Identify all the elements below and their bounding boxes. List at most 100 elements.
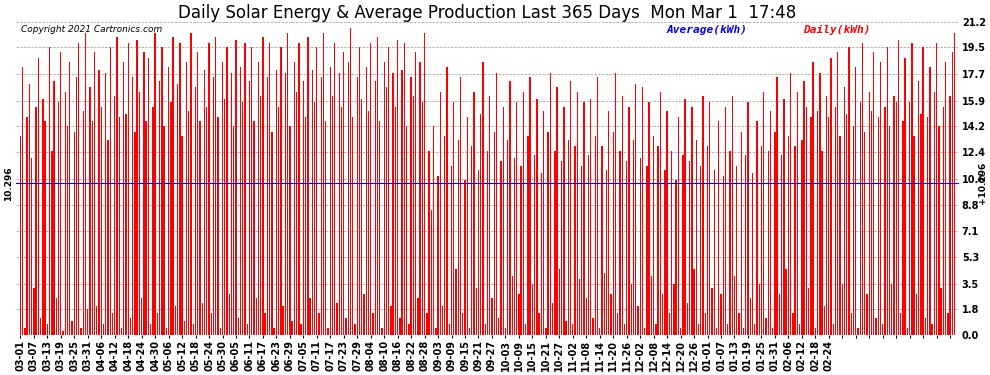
Bar bbox=[278, 106, 279, 335]
Bar bbox=[349, 28, 351, 335]
Bar bbox=[586, 298, 587, 335]
Bar bbox=[767, 151, 769, 335]
Bar bbox=[94, 52, 95, 335]
Bar bbox=[882, 324, 883, 335]
Bar bbox=[103, 324, 104, 335]
Text: Average(kWh): Average(kWh) bbox=[666, 26, 747, 36]
Bar bbox=[797, 92, 798, 335]
Bar bbox=[330, 67, 331, 335]
Bar bbox=[779, 294, 780, 335]
Bar bbox=[123, 62, 125, 335]
Bar bbox=[464, 180, 465, 335]
Bar bbox=[588, 155, 589, 335]
Bar bbox=[408, 324, 410, 335]
Bar bbox=[696, 141, 697, 335]
Bar bbox=[374, 81, 376, 335]
Bar bbox=[334, 43, 336, 335]
Bar bbox=[516, 102, 518, 335]
Bar bbox=[466, 117, 468, 335]
Bar bbox=[469, 328, 470, 335]
Bar bbox=[368, 111, 369, 335]
Bar bbox=[561, 161, 562, 335]
Bar bbox=[53, 81, 54, 335]
Bar bbox=[31, 158, 33, 335]
Bar bbox=[146, 121, 147, 335]
Bar bbox=[397, 40, 398, 335]
Bar bbox=[785, 269, 787, 335]
Bar bbox=[163, 126, 164, 335]
Bar bbox=[487, 151, 488, 335]
Bar bbox=[500, 161, 502, 335]
Bar bbox=[936, 43, 938, 335]
Bar bbox=[622, 96, 623, 335]
Bar bbox=[426, 313, 428, 335]
Bar bbox=[471, 146, 472, 335]
Bar bbox=[678, 117, 679, 335]
Bar bbox=[312, 70, 313, 335]
Bar bbox=[918, 81, 920, 335]
Bar bbox=[116, 37, 118, 335]
Bar bbox=[377, 37, 378, 335]
Bar bbox=[565, 321, 566, 335]
Bar bbox=[457, 141, 459, 335]
Bar bbox=[112, 313, 113, 335]
Bar bbox=[833, 324, 834, 335]
Bar bbox=[222, 62, 223, 335]
Bar bbox=[772, 328, 773, 335]
Bar bbox=[356, 77, 358, 335]
Bar bbox=[742, 328, 744, 335]
Bar bbox=[763, 92, 764, 335]
Bar bbox=[156, 313, 158, 335]
Bar bbox=[556, 87, 557, 335]
Bar bbox=[668, 313, 670, 335]
Bar bbox=[758, 284, 760, 335]
Bar bbox=[188, 111, 189, 335]
Bar bbox=[698, 324, 699, 335]
Bar bbox=[229, 294, 230, 335]
Bar bbox=[868, 92, 870, 335]
Bar bbox=[392, 72, 394, 335]
Bar bbox=[450, 166, 452, 335]
Bar bbox=[732, 96, 733, 335]
Bar bbox=[730, 151, 731, 335]
Bar bbox=[310, 298, 311, 335]
Bar bbox=[846, 114, 847, 335]
Bar bbox=[45, 121, 46, 335]
Bar bbox=[815, 328, 816, 335]
Bar bbox=[552, 303, 553, 335]
Bar bbox=[332, 96, 334, 335]
Bar bbox=[644, 328, 645, 335]
Bar bbox=[756, 121, 757, 335]
Bar bbox=[291, 321, 293, 335]
Bar bbox=[774, 132, 775, 335]
Bar bbox=[337, 303, 338, 335]
Bar bbox=[341, 106, 343, 335]
Bar bbox=[128, 43, 129, 335]
Bar bbox=[242, 102, 244, 335]
Bar bbox=[572, 324, 573, 335]
Bar bbox=[404, 43, 405, 335]
Bar bbox=[801, 141, 803, 335]
Bar bbox=[543, 111, 545, 335]
Bar bbox=[82, 111, 84, 335]
Bar bbox=[866, 294, 867, 335]
Bar bbox=[215, 37, 217, 335]
Bar bbox=[590, 99, 591, 335]
Bar bbox=[940, 288, 941, 335]
Bar bbox=[22, 67, 24, 335]
Bar bbox=[195, 87, 196, 335]
Bar bbox=[530, 77, 531, 335]
Bar bbox=[433, 126, 435, 335]
Bar bbox=[852, 126, 854, 335]
Bar bbox=[638, 306, 639, 335]
Bar bbox=[512, 276, 513, 335]
Bar bbox=[370, 43, 371, 335]
Bar bbox=[947, 313, 948, 335]
Bar bbox=[716, 328, 717, 335]
Bar bbox=[101, 106, 102, 335]
Bar bbox=[165, 328, 167, 335]
Bar bbox=[144, 52, 145, 335]
Bar bbox=[285, 72, 286, 335]
Bar bbox=[455, 269, 456, 335]
Bar bbox=[323, 33, 325, 335]
